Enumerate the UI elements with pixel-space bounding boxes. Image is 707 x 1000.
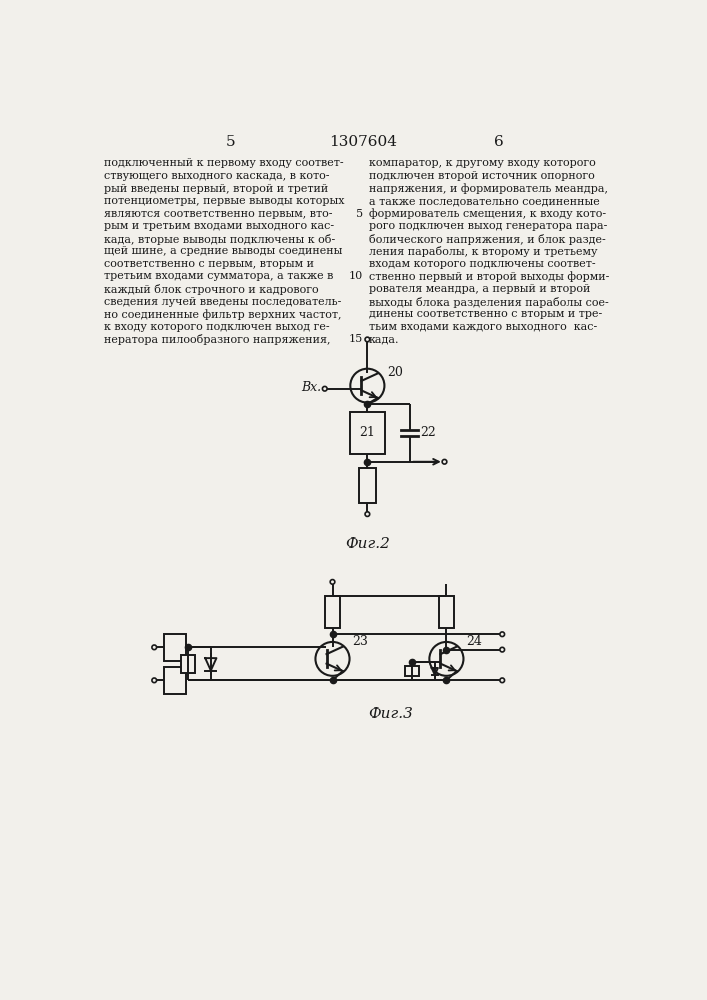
Bar [404,666,419,676]
Bar [359,468,376,503]
Text: рователя меандра, а первый и второй: рователя меандра, а первый и второй [369,284,590,294]
Text: 20: 20 [387,366,404,379]
Text: каждый блок строчного и кадрового: каждый блок строчного и кадрового [104,284,318,295]
Text: к входу которого подключен выход ге-: к входу которого подключен выход ге- [104,322,329,332]
Text: 23: 23 [353,635,368,648]
Circle shape [500,647,505,652]
Text: 5: 5 [226,135,235,149]
Text: соответственно с первым, вторым и: соответственно с первым, вторым и [104,259,314,269]
Bar [164,634,186,661]
Text: 10: 10 [349,271,363,281]
Text: болического напряжения, и блок разде-: болического напряжения, и блок разде- [369,234,606,245]
Circle shape [365,512,370,516]
Circle shape [365,337,370,342]
Text: 1307604: 1307604 [329,135,397,149]
Text: када.: када. [369,334,399,344]
Text: Фиг.3: Фиг.3 [368,707,413,721]
Text: потенциометры, первые выводы которых: потенциометры, первые выводы которых [104,196,344,206]
Circle shape [322,386,327,391]
Circle shape [500,678,505,683]
Circle shape [152,678,156,683]
Text: выходы блока разделения параболы сое-: выходы блока разделения параболы сое- [369,297,609,308]
Text: входам которого подключены соответ-: входам которого подключены соответ- [369,259,595,269]
Text: подключен второй источник опорного: подключен второй источник опорного [369,171,595,181]
Text: ления параболы, к второму и третьему: ления параболы, к второму и третьему [369,246,597,257]
Text: тьим входами каждого выходного  кас-: тьим входами каждого выходного кас- [369,322,597,332]
Text: нератора пилообразного напряжения,: нератора пилообразного напряжения, [104,334,330,345]
Text: Вх.: Вх. [301,381,322,394]
Text: 24: 24 [467,635,482,648]
Text: 21: 21 [359,426,375,439]
Text: щей шине, а средние выводы соединены: щей шине, а средние выводы соединены [104,246,342,256]
Bar [325,596,340,628]
Text: ствующего выходного каскада, в кото-: ствующего выходного каскада, в кото- [104,171,329,181]
Text: подключенный к первому входу соответ-: подключенный к первому входу соответ- [104,158,344,168]
Text: ственно первый и второй выходы форми-: ственно первый и второй выходы форми- [369,271,609,282]
Text: 6: 6 [494,135,504,149]
Text: рым и третьим входами выходного кас-: рым и третьим входами выходного кас- [104,221,334,231]
Text: третьим входами сумматора, а также в: третьим входами сумматора, а также в [104,271,333,281]
Text: 5: 5 [356,209,363,219]
Text: но соединенные фильтр верхних частот,: но соединенные фильтр верхних частот, [104,309,341,320]
Circle shape [500,632,505,637]
Text: являются соответственно первым, вто-: являются соответственно первым, вто- [104,209,332,219]
Circle shape [330,580,335,584]
Text: 22: 22 [421,426,436,439]
Text: сведения лучей введены последователь-: сведения лучей введены последователь- [104,297,341,307]
Text: рого подключен выход генератора пара-: рого подключен выход генератора пара- [369,221,607,231]
Bar [164,667,186,694]
Text: динены соответственно с вторым и тре-: динены соответственно с вторым и тре- [369,309,602,319]
Text: рый введены первый, второй и третий: рый введены первый, второй и третий [104,184,328,194]
Text: компаратор, к другому входу которого: компаратор, к другому входу которого [369,158,596,168]
Text: када, вторые выводы подключены к об-: када, вторые выводы подключены к об- [104,234,335,245]
Bar [438,596,454,628]
Circle shape [442,459,447,464]
Text: напряжения, и формирователь меандра,: напряжения, и формирователь меандра, [369,184,608,194]
Text: Фиг.2: Фиг.2 [345,537,390,551]
Text: 15: 15 [349,334,363,344]
Text: а также последовательно соединенные: а также последовательно соединенные [369,196,600,206]
Bar [180,655,194,673]
Text: формирователь смещения, к входу кото-: формирователь смещения, к входу кото- [369,209,606,219]
Circle shape [152,645,156,650]
Bar [350,412,385,454]
